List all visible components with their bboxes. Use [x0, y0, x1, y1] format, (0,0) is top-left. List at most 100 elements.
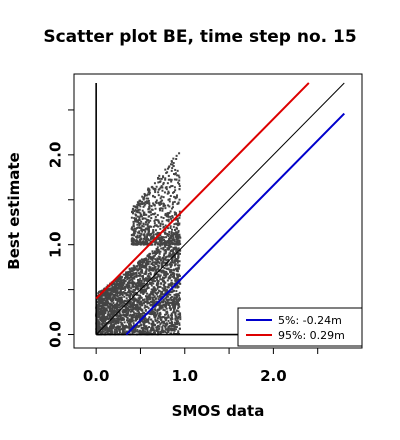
- scatter-point: [159, 285, 162, 288]
- scatter-point: [169, 262, 172, 265]
- scatter-point: [142, 211, 145, 214]
- scatter-point: [159, 186, 162, 189]
- scatter-point: [148, 239, 151, 242]
- scatter-point: [169, 254, 172, 257]
- scatter-point: [131, 331, 134, 334]
- scatter-point: [151, 328, 154, 331]
- scatter-point: [130, 308, 133, 311]
- scatter-point: [138, 200, 141, 203]
- scatter-point: [159, 227, 162, 230]
- scatter-point: [113, 307, 116, 310]
- scatter-point: [152, 228, 155, 231]
- scatter-point: [129, 323, 132, 326]
- scatter-point: [134, 205, 137, 208]
- scatter-point: [142, 311, 145, 314]
- scatter-point: [115, 317, 118, 320]
- scatter-point: [177, 230, 180, 233]
- scatter-point: [122, 310, 125, 313]
- scatter-point: [160, 195, 163, 198]
- scatter-point: [109, 296, 112, 299]
- scatter-point: [168, 237, 171, 240]
- scatter-point: [175, 273, 178, 276]
- scatter-point: [158, 275, 161, 278]
- scatter-point: [172, 300, 175, 303]
- scatter-point: [129, 321, 132, 324]
- scatter-point: [106, 329, 109, 332]
- scatter-point: [155, 326, 158, 329]
- scatter-point: [102, 314, 105, 317]
- scatter-point: [109, 309, 112, 312]
- scatter-point: [136, 328, 139, 331]
- scatter-point: [168, 242, 171, 245]
- scatter-point: [178, 305, 181, 308]
- scatter-point: [172, 306, 175, 309]
- scatter-point: [173, 300, 176, 303]
- scatter-point: [154, 201, 157, 204]
- scatter-point: [146, 188, 149, 191]
- scatter-point: [139, 270, 142, 273]
- scatter-point: [156, 287, 159, 290]
- scatter-point: [171, 206, 174, 209]
- scatter-point: [148, 269, 151, 272]
- scatter-point: [176, 301, 179, 304]
- scatter-point: [104, 309, 107, 312]
- scatter-point: [166, 192, 169, 195]
- scatter-point: [160, 265, 163, 268]
- scatter-point: [165, 274, 168, 277]
- scatter-point: [152, 187, 155, 190]
- scatter-point: [178, 275, 181, 278]
- scatter-point: [167, 284, 170, 287]
- scatter-point: [167, 241, 170, 244]
- scatter-point: [111, 309, 114, 312]
- scatter-point: [157, 242, 160, 245]
- scatter-point: [158, 207, 161, 210]
- scatter-point: [129, 303, 132, 306]
- scatter-point: [178, 239, 181, 242]
- scatter-point: [138, 217, 141, 220]
- scatter-point: [126, 299, 129, 302]
- scatter-point: [145, 200, 148, 203]
- scatter-point: [170, 178, 173, 181]
- scatter-point: [142, 222, 145, 225]
- scatter-point: [156, 219, 159, 222]
- scatter-point: [161, 199, 164, 202]
- scatter-point: [123, 305, 126, 308]
- scatter-point: [162, 196, 165, 199]
- scatter-point: [130, 216, 133, 219]
- scatter-point: [166, 219, 169, 222]
- scatter-point: [164, 291, 167, 294]
- scatter-point: [148, 281, 151, 284]
- scatter-point: [178, 260, 181, 263]
- scatter-point: [174, 246, 177, 249]
- scatter-point: [154, 243, 157, 246]
- scatter-point: [176, 169, 179, 172]
- scatter-point: [169, 210, 172, 213]
- scatter-point: [154, 212, 157, 215]
- scatter-point: [116, 280, 119, 283]
- scatter-point: [164, 214, 167, 217]
- scatter-point: [164, 258, 167, 261]
- scatter-point: [164, 252, 167, 255]
- scatter-point: [102, 322, 105, 325]
- scatter-point: [176, 270, 179, 273]
- scatter-point: [112, 319, 115, 322]
- scatter-point: [173, 321, 176, 324]
- scatter-point: [112, 297, 115, 300]
- scatter-point: [160, 243, 163, 246]
- scatter-point: [157, 237, 160, 240]
- scatter-point: [119, 315, 122, 318]
- scatter-point: [150, 263, 153, 266]
- scatter-point: [177, 239, 180, 242]
- scatter-point: [97, 305, 100, 308]
- scatter-point: [144, 321, 147, 324]
- scatter-point: [151, 243, 154, 246]
- scatter-point: [161, 280, 164, 283]
- scatter-point: [131, 212, 134, 215]
- scatter-point: [164, 302, 167, 305]
- scatter-point: [103, 315, 106, 318]
- scatter-point: [119, 325, 122, 328]
- scatter-point: [158, 315, 161, 318]
- scatter-point: [176, 267, 179, 270]
- scatter-point: [178, 294, 181, 297]
- scatter-point: [166, 295, 169, 298]
